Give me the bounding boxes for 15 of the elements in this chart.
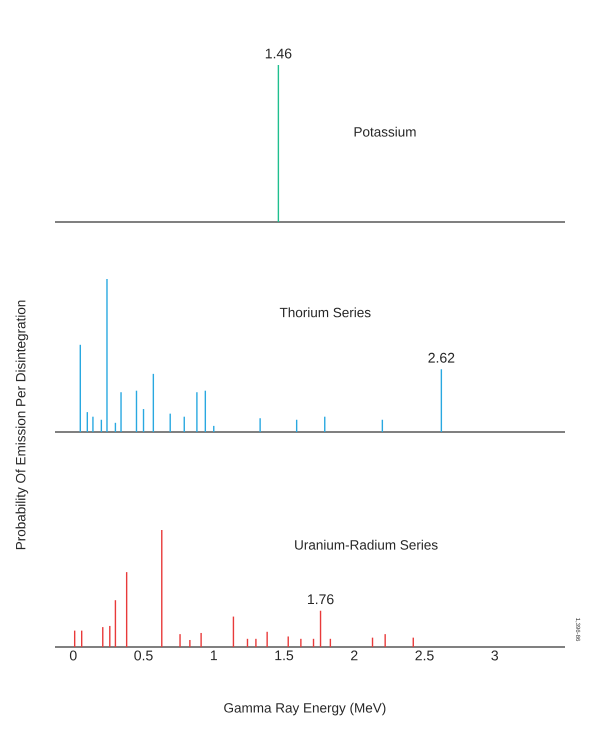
- x-tick-label: 0.5: [134, 650, 153, 660]
- text: Potassium: [354, 126, 416, 137]
- x-tick-label: 0: [70, 650, 77, 660]
- text: Thorium Series: [280, 307, 371, 318]
- x-tick-label: 1.5: [275, 650, 294, 660]
- x-tick-label: 2.5: [415, 650, 434, 660]
- x-tick-label: 2: [351, 650, 358, 660]
- annotation: 1.46: [266, 48, 292, 58]
- annotation: 1.76: [308, 594, 334, 604]
- x-tick-label: 3: [491, 650, 498, 660]
- annotation: 2.62: [428, 352, 454, 363]
- x-tick-label: 1: [210, 650, 217, 660]
- x-axis-title: Gamma Ray Energy (MeV): [224, 702, 386, 716]
- y-axis-title: Probability Of Emission Per Disintegration: [16, 300, 28, 550]
- text: Uranium-Radium Series: [295, 540, 438, 550]
